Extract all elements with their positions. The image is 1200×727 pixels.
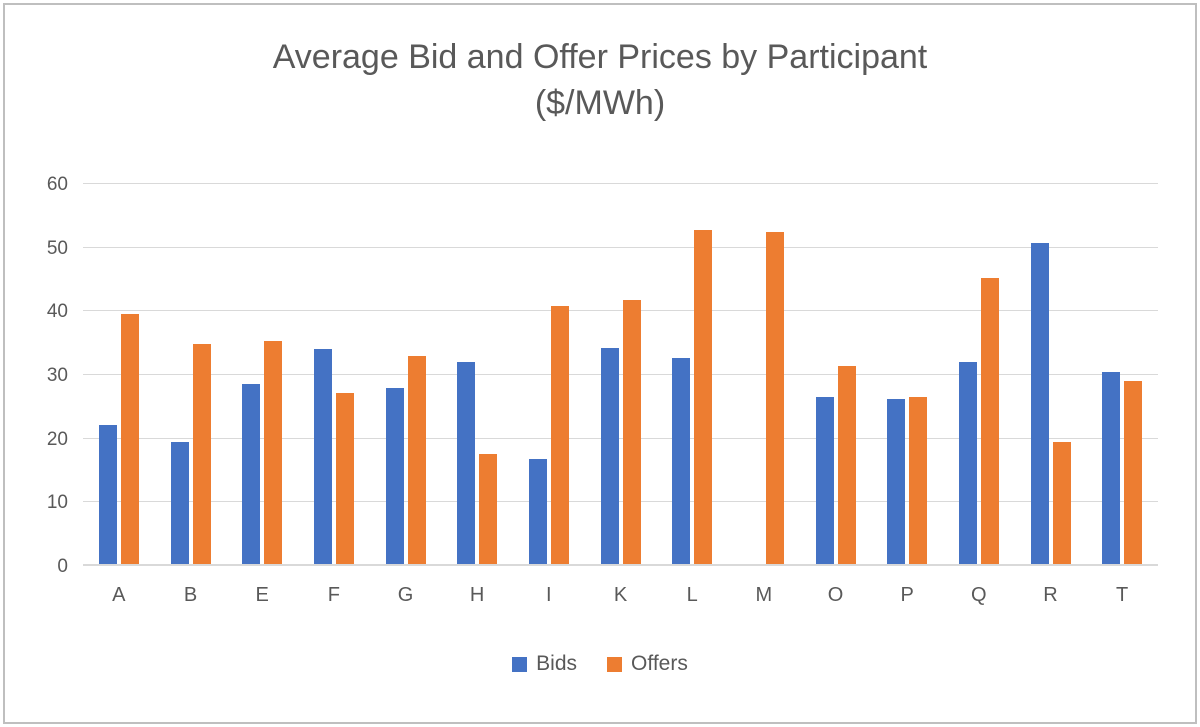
- bar-offers-I: [550, 305, 569, 564]
- bar-offers-T: [1124, 380, 1143, 564]
- plot-area: [83, 183, 1158, 566]
- y-tick-label: 10: [46, 492, 68, 514]
- bar-bids-O: [815, 397, 834, 564]
- bar-offers-B: [192, 344, 211, 564]
- x-tick-label-K: K: [613, 584, 628, 606]
- bar-bids-A: [98, 424, 117, 564]
- bar-bids-E: [242, 384, 261, 564]
- bar-bids-R: [1030, 243, 1049, 564]
- y-tick-label: 60: [46, 174, 68, 195]
- x-tick-label-O: O: [827, 584, 844, 606]
- bar-bids-H: [457, 361, 476, 564]
- bar-offers-R: [1052, 441, 1071, 564]
- bar-offers-O: [837, 366, 856, 564]
- y-tick-label: 30: [46, 365, 68, 386]
- legend-item-bids: Bids: [512, 652, 577, 676]
- gridline: [83, 437, 1158, 439]
- x-tick-label-F: F: [327, 584, 340, 606]
- legend-swatch-offers: [607, 656, 623, 672]
- gridline: [83, 246, 1158, 248]
- gridline: [83, 183, 1158, 184]
- bar-bids-P: [887, 399, 906, 564]
- bar-bids-F: [313, 349, 332, 564]
- bar-bids-B: [170, 441, 189, 564]
- gridline: [83, 310, 1158, 312]
- x-tick-label-B: B: [183, 584, 198, 606]
- bar-bids-T: [1102, 371, 1121, 564]
- legend-label-offers: Offers: [631, 652, 688, 675]
- y-tick-label: 20: [46, 428, 68, 450]
- x-tick-label-G: G: [397, 584, 414, 606]
- bar-offers-H: [479, 453, 498, 564]
- legend: Bids Offers: [0, 652, 1200, 676]
- x-tick-label-M: M: [755, 584, 773, 606]
- gridline: [83, 501, 1158, 503]
- x-tick-label-Q: Q: [971, 584, 987, 606]
- legend-item-offers: Offers: [607, 652, 688, 676]
- bar-offers-L: [694, 230, 713, 564]
- x-tick-label-R: R: [1043, 584, 1058, 606]
- legend-swatch-bids: [512, 656, 528, 672]
- x-tick-label-E: E: [255, 584, 269, 606]
- x-tick-label-H: H: [469, 584, 485, 606]
- bar-bids-K: [600, 347, 619, 564]
- bar-bids-Q: [958, 361, 977, 564]
- bar-bids-G: [385, 388, 404, 564]
- x-tick-label-A: A: [112, 584, 126, 606]
- gridline: [83, 374, 1158, 375]
- chart-title: Average Bid and Offer Prices by Particip…: [272, 38, 928, 76]
- bar-offers-G: [407, 355, 426, 564]
- bar-offers-P: [909, 397, 928, 564]
- bar-offers-E: [264, 341, 283, 564]
- y-tick-label: 40: [46, 301, 68, 323]
- chart-subtitle: ($/MWh): [534, 84, 666, 122]
- legend-label-bids: Bids: [536, 652, 578, 675]
- bar-offers-K: [622, 299, 641, 564]
- bar-offers-Q: [980, 277, 999, 564]
- x-tick-label-I: I: [546, 584, 552, 606]
- x-tick-label-T: T: [1116, 584, 1129, 606]
- x-tick-label-P: P: [900, 584, 914, 606]
- chart-title-block: Average Bid and Offer Prices by Particip…: [0, 34, 1200, 126]
- bar-bids-L: [672, 357, 691, 564]
- x-axis-line: [83, 564, 1158, 566]
- bar-bids-I: [528, 458, 547, 564]
- y-tick-label: 0: [57, 556, 68, 577]
- bar-offers-A: [120, 313, 139, 564]
- y-tick-label: 50: [46, 237, 68, 259]
- x-tick-label-L: L: [686, 584, 698, 606]
- bar-offers-F: [335, 392, 354, 564]
- bar-offers-M: [765, 232, 784, 564]
